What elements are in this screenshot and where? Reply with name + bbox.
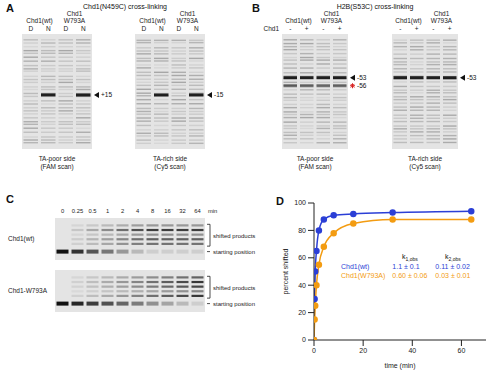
svg-text:Chd1-W793A: Chd1-W793A [8,287,48,294]
svg-text:Chd1: Chd1 [434,10,450,17]
svg-text:D: D [176,25,181,32]
svg-text:H2B(S53C) cross-linking: H2B(S53C) cross-linking [337,3,414,11]
svg-text:Chd1: Chd1 [324,10,340,17]
svg-text:32: 32 [179,208,185,214]
svg-text:+: + [415,25,419,32]
svg-text:TA-poor side: TA-poor side [297,155,334,163]
svg-text:C: C [6,193,14,205]
svg-text:W793A: W793A [321,17,343,24]
svg-text:(FAM scan): (FAM scan) [40,163,73,171]
svg-text:TA-rich side: TA-rich side [408,155,443,162]
svg-text:N: N [159,25,164,32]
svg-text:D: D [28,25,33,32]
html-text:0.11 ± 0.02: 0.11 ± 0.02 [435,263,470,271]
svg-text:4: 4 [136,208,140,214]
svg-text:N: N [194,25,199,32]
svg-text:percent shifted: percent shifted [282,248,290,294]
html-text:k2,obs: k2,obs [445,253,461,263]
svg-text:20: 20 [298,309,306,316]
svg-text:D: D [63,25,68,32]
svg-text:2: 2 [121,208,124,214]
svg-text:60: 60 [458,347,466,354]
svg-text:starting position: starting position [213,249,255,255]
svg-text:0.25: 0.25 [72,208,83,214]
svg-text:64: 64 [194,208,201,214]
svg-text:20: 20 [359,347,367,354]
svg-text:8: 8 [151,208,154,214]
svg-text:Chd1(wt): Chd1(wt) [26,17,52,25]
svg-text:A: A [6,2,14,14]
svg-text:-: - [289,25,291,32]
svg-text:0: 0 [61,208,64,214]
html-text:Chd1(W793A): Chd1(W793A) [341,272,386,280]
svg-text:60: 60 [298,254,306,261]
svg-text:(FAM scan): (FAM scan) [298,163,331,171]
svg-text:-: - [432,25,434,32]
svg-text:Chd1(wt): Chd1(wt) [395,17,421,25]
svg-text:Chd1: Chd1 [263,25,279,32]
svg-text:0: 0 [302,336,306,343]
svg-text:W793A: W793A [64,17,86,24]
svg-text:+: + [305,25,309,32]
svg-text:Chd1(wt): Chd1(wt) [139,17,165,25]
svg-text:(Cy5 scan): (Cy5 scan) [154,163,185,171]
svg-text:+: + [448,25,452,32]
html-text:Chd1(wt): Chd1(wt) [341,263,370,271]
svg-text:Chd1(N459C) cross-linking: Chd1(N459C) cross-linking [83,3,167,11]
svg-text:Chd1: Chd1 [67,10,83,17]
svg-text:0: 0 [312,347,316,354]
svg-text:Chd1(wt): Chd1(wt) [8,235,34,243]
svg-text:Chd1: Chd1 [180,10,196,17]
svg-text:TA-rich side: TA-rich side [153,155,188,162]
svg-text:W793A: W793A [177,17,199,24]
svg-text:-53: -53 [467,74,477,81]
html-text:0.03 ± 0.01: 0.03 ± 0.01 [435,272,471,280]
svg-text:-: - [322,25,324,32]
svg-text:Chd1(wt): Chd1(wt) [285,17,311,25]
svg-text:N: N [46,25,51,32]
svg-text:(Cy5 scan): (Cy5 scan) [409,163,440,171]
svg-text:N: N [81,25,86,32]
svg-text:time (min): time (min) [384,362,415,370]
svg-text:-15: -15 [214,91,224,98]
svg-text:shifted products: shifted products [213,285,255,291]
svg-text:+: + [338,25,342,32]
svg-text:min: min [208,208,217,214]
html-text:0.60 ± 0.06: 0.60 ± 0.06 [392,272,428,280]
svg-text:+15: +15 [101,91,112,98]
svg-text:1: 1 [106,208,109,214]
html-text:D: D [276,195,284,207]
svg-text:shifted products: shifted products [213,233,255,239]
svg-text:100: 100 [294,199,306,206]
svg-text:W793A: W793A [431,17,453,24]
svg-text:-53: -53 [357,74,367,81]
svg-text:16: 16 [164,208,170,214]
svg-text:40: 40 [408,347,416,354]
svg-text:-56: -56 [357,82,367,89]
svg-text:40: 40 [298,282,306,289]
svg-text:80: 80 [298,227,306,234]
svg-text:0.5: 0.5 [88,208,96,214]
svg-text:starting position: starting position [213,301,255,307]
svg-text:B: B [252,2,260,14]
svg-text:D: D [141,25,146,32]
svg-text:TA-poor side: TA-poor side [39,155,76,163]
html-text:1.1 ± 0.1: 1.1 ± 0.1 [392,263,420,271]
svg-text:-: - [399,25,401,32]
html-text:k1,obs: k1,obs [402,253,418,263]
